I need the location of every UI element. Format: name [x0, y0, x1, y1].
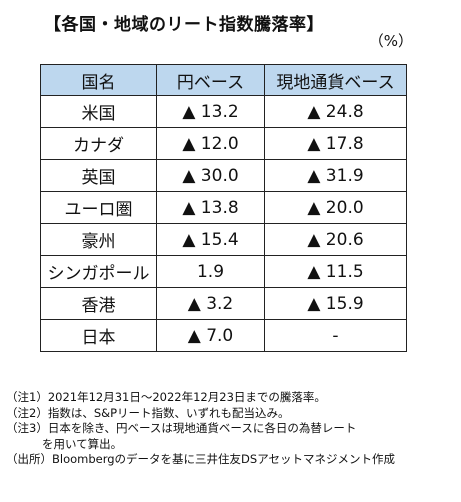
- local-currency-cell: ▲ 17.8: [264, 127, 407, 160]
- yen-basis-cell: 1.9: [156, 255, 265, 288]
- table-header-row: 国名 円ベース 現地通貨ベース: [40, 64, 407, 96]
- yen-basis-cell: ▲ 3.2: [156, 287, 265, 320]
- column-header-local-currency-basis: 現地通貨ベース: [264, 64, 407, 96]
- local-currency-cell: ▲ 15.9: [264, 287, 407, 320]
- table-row: 豪州 ▲ 15.4 ▲ 20.6: [40, 223, 407, 256]
- column-header-country: 国名: [40, 64, 157, 96]
- yen-basis-cell: ▲ 7.0: [156, 319, 265, 352]
- yen-basis-cell: ▲ 30.0: [156, 159, 265, 192]
- unit-label: （%）: [368, 32, 413, 50]
- table-row: 英国 ▲ 30.0 ▲ 31.9: [40, 159, 407, 192]
- country-cell: 米国: [40, 95, 157, 128]
- table-row: ユーロ圏 ▲ 13.8 ▲ 20.0: [40, 191, 407, 224]
- country-cell: 日本: [40, 319, 157, 352]
- local-currency-cell: ▲ 20.0: [264, 191, 407, 224]
- yen-basis-cell: ▲ 12.0: [156, 127, 265, 160]
- country-cell: ユーロ圏: [40, 191, 157, 224]
- country-cell: シンガポール: [40, 255, 157, 288]
- table-row: シンガポール 1.9 ▲ 11.5: [40, 255, 407, 288]
- footnote-3: （注3）日本を除き、円ベースは現地通貨ベースに各日の為替レート: [6, 421, 357, 435]
- local-currency-cell: ▲ 20.6: [264, 223, 407, 256]
- page-title: 【各国・地域のリート指数騰落率】: [44, 15, 324, 35]
- table-row: 日本 ▲ 7.0 -: [40, 319, 407, 352]
- yen-basis-cell: ▲ 15.4: [156, 223, 265, 256]
- country-cell: カナダ: [40, 127, 157, 160]
- footnotes: （注1）2021年12月31日～2022年12月23日までの騰落率。 （注2）指…: [6, 390, 458, 468]
- table-row: 香港 ▲ 3.2 ▲ 15.9: [40, 287, 407, 320]
- column-header-yen-basis: 円ベース: [156, 64, 265, 96]
- footnote-3-continued: を用いて算出。: [42, 436, 123, 451]
- table-row: カナダ ▲ 12.0 ▲ 17.8: [40, 127, 407, 160]
- local-currency-cell: -: [264, 319, 407, 352]
- yen-basis-cell: ▲ 13.2: [156, 95, 265, 128]
- reit-return-table: 国名 円ベース 現地通貨ベース 米国 ▲ 13.2 ▲ 24.8 カナダ ▲ 1…: [40, 64, 407, 352]
- source-note: （出所）Bloombergのデータを基に三井住友DSアセットマネジメント作成: [6, 452, 395, 466]
- footnote-1: （注1）2021年12月31日～2022年12月23日までの騰落率。: [6, 390, 326, 404]
- local-currency-cell: ▲ 11.5: [264, 255, 407, 288]
- country-cell: 香港: [40, 287, 157, 320]
- table-row: 米国 ▲ 13.2 ▲ 24.8: [40, 95, 407, 128]
- country-cell: 英国: [40, 159, 157, 192]
- country-cell: 豪州: [40, 223, 157, 256]
- footnote-2: （注2）指数は、S&Pリート指数、いずれも配当込み。: [6, 405, 290, 420]
- local-currency-cell: ▲ 24.8: [264, 95, 407, 128]
- yen-basis-cell: ▲ 13.8: [156, 191, 265, 224]
- local-currency-cell: ▲ 31.9: [264, 159, 407, 192]
